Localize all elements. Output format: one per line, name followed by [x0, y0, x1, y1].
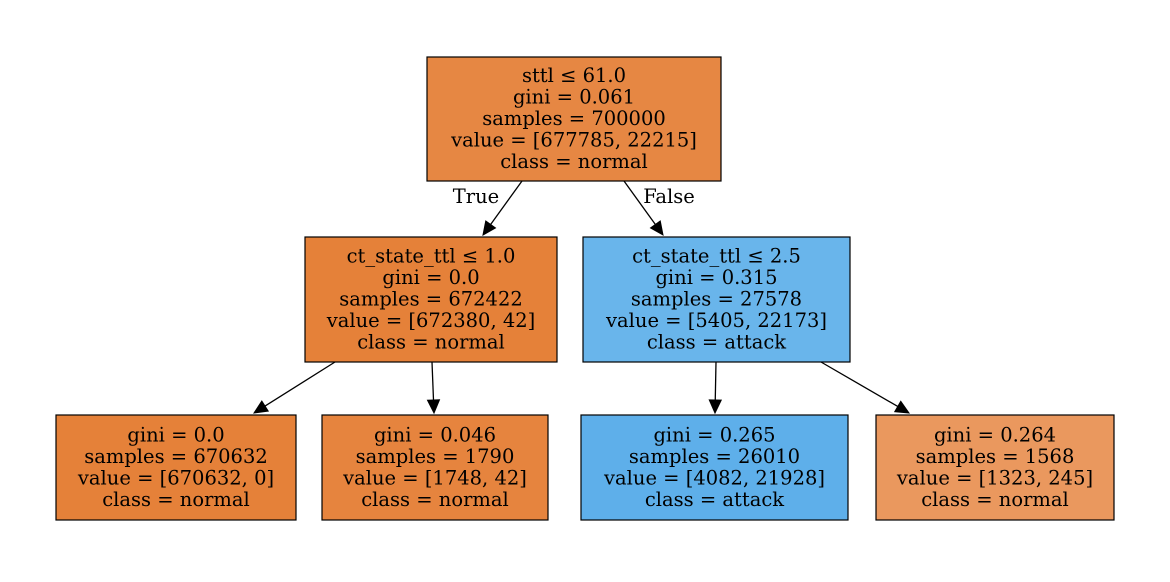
edge-n1-n4: [426, 361, 441, 415]
node-box: [580, 414, 849, 521]
arrow-head: [482, 220, 497, 236]
node-line: gini = 0.0: [127, 423, 224, 446]
arrow-head: [649, 220, 664, 236]
node-line: sttl ≤ 61.0: [522, 64, 626, 87]
edge-line: [623, 180, 656, 225]
node-line: gini = 0.0: [382, 266, 479, 289]
node-box: [582, 236, 851, 363]
edge-n2-n6: [820, 361, 911, 414]
arrow-head: [708, 399, 723, 415]
edge-line: [820, 361, 899, 408]
node-line: samples = 26010: [629, 445, 800, 468]
node-box: [304, 236, 558, 363]
node-line: samples = 670632: [84, 445, 268, 468]
node-line: gini = 0.264: [934, 423, 1056, 446]
node-line: samples = 672422: [339, 288, 523, 311]
node-line: value = [5405, 22173]: [605, 309, 827, 332]
edge-line: [264, 361, 336, 407]
node-line: gini = 0.046: [374, 423, 496, 446]
node-line: ct_state_ttl ≤ 1.0: [347, 245, 516, 268]
node-box: [55, 414, 297, 521]
node-line: gini = 0.061: [513, 86, 635, 109]
node-line: samples = 27578: [631, 288, 802, 311]
node-line: gini = 0.315: [655, 266, 777, 289]
node-line: gini = 0.265: [653, 423, 775, 446]
node-line: class = attack: [645, 488, 784, 511]
node-line: value = [1748, 42]: [342, 466, 527, 489]
edges-layer: True False: [252, 180, 911, 415]
node-line: ct_state_ttl ≤ 2.5: [632, 245, 801, 268]
node-line: value = [672380, 42]: [326, 309, 536, 332]
edge-n1-n3: [252, 361, 336, 414]
edge-n0-n1: True: [453, 180, 523, 236]
edge-line: [714, 361, 717, 401]
edge-label: True: [453, 185, 499, 208]
node-line: samples = 1568: [916, 445, 1075, 468]
node-line: value = [670632, 0]: [77, 466, 274, 489]
edge-n2-n5: [708, 361, 723, 415]
node-box: [426, 56, 722, 182]
edge-label: False: [643, 185, 695, 208]
arrow-head: [426, 399, 441, 415]
edge-n0-n2: False: [623, 180, 695, 236]
node-line: samples = 1790: [356, 445, 515, 468]
node-box: [321, 414, 549, 521]
node-line: class = normal: [357, 331, 505, 354]
arrow-head: [893, 400, 911, 414]
edge-line: [490, 180, 523, 225]
node-line: class = attack: [647, 331, 786, 354]
edge-line: [431, 361, 435, 401]
node-line: value = [1323, 245]: [896, 466, 1093, 489]
node-line: class = normal: [500, 150, 648, 173]
node-line: samples = 700000: [482, 107, 666, 130]
node-line: value = [677785, 22215]: [450, 129, 697, 152]
arrow-head: [252, 400, 270, 414]
node-box: [875, 414, 1115, 521]
node-line: class = normal: [102, 488, 250, 511]
node-line: class = normal: [921, 488, 1069, 511]
node-line: value = [4082, 21928]: [603, 466, 825, 489]
node-line: class = normal: [361, 488, 509, 511]
